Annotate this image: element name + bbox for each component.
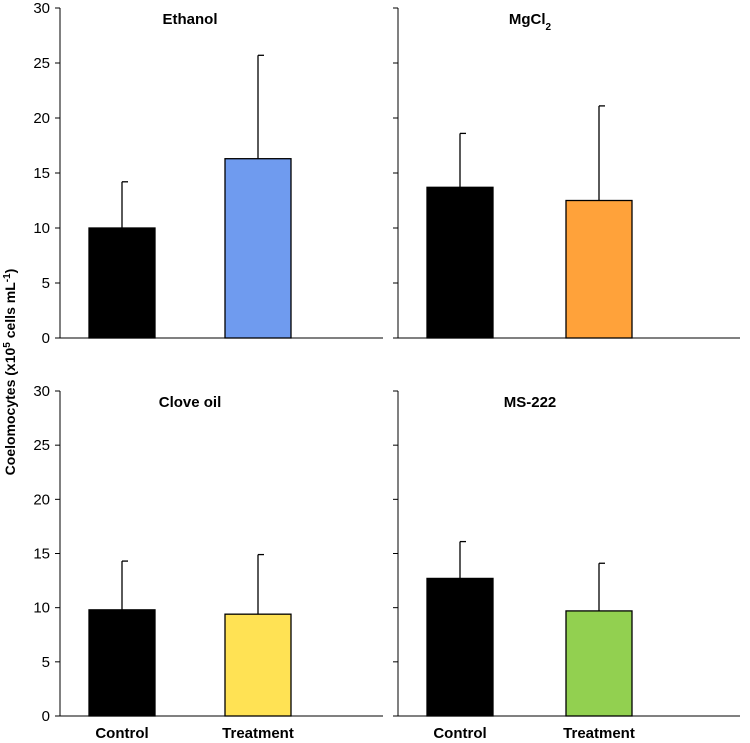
- y-tick-label: 10: [33, 600, 50, 617]
- y-tick-label: 5: [42, 654, 50, 671]
- bar-control: [88, 609, 156, 717]
- x-category-label: Treatment: [222, 725, 294, 742]
- y-tick-label: 0: [42, 330, 50, 347]
- x-category-label: Control: [433, 725, 486, 742]
- chart-panel: Control Treatment MS-222: [393, 390, 740, 742]
- y-tick-label: 0: [42, 708, 50, 725]
- y-tick-label: 10: [33, 220, 50, 237]
- bar-control: [88, 227, 156, 339]
- y-axis-title-sup2: -1: [2, 273, 13, 282]
- panel-title: Ethanol: [163, 11, 218, 28]
- chart-panel: 0 5 10 15 20 25 30 Control Treatment Clove oil: [33, 383, 383, 742]
- y-tick-label: 15: [33, 165, 50, 182]
- y-axis-title-mid: cells mL: [2, 282, 18, 342]
- y-tick-label: 20: [33, 491, 50, 508]
- panel-title: MgCl2: [509, 11, 552, 33]
- y-axis-title: Coelomocytes (x105 cells mL-1): [2, 269, 19, 476]
- y-tick-label: 25: [33, 437, 50, 454]
- x-category-label: Treatment: [563, 725, 635, 742]
- panel-title: Clove oil: [159, 394, 222, 411]
- y-tick-label: 15: [33, 546, 50, 563]
- y-tick-label: 20: [33, 110, 50, 127]
- bar-treatment: [224, 613, 292, 717]
- y-tick-label: 30: [33, 383, 50, 400]
- panel-title: MS-222: [504, 394, 557, 411]
- y-tick-label: 25: [33, 55, 50, 72]
- bar-control: [426, 577, 494, 717]
- bar-treatment: [224, 158, 292, 339]
- x-category-label: Control: [95, 725, 148, 742]
- bar-treatment: [565, 199, 633, 339]
- bar-control: [426, 186, 494, 339]
- y-axis-title-main: Coelomocytes (x10: [2, 348, 18, 476]
- y-axis-title-end: ): [2, 269, 18, 274]
- bar-treatment: [565, 610, 633, 717]
- y-tick-label: 5: [42, 275, 50, 292]
- chart-panel: MgCl2: [393, 7, 740, 339]
- chart-panel: 0 5 10 15 20 25 30 Ethanol: [33, 0, 383, 347]
- y-axis-title-sup1: 5: [2, 342, 13, 348]
- y-tick-label: 30: [33, 0, 50, 17]
